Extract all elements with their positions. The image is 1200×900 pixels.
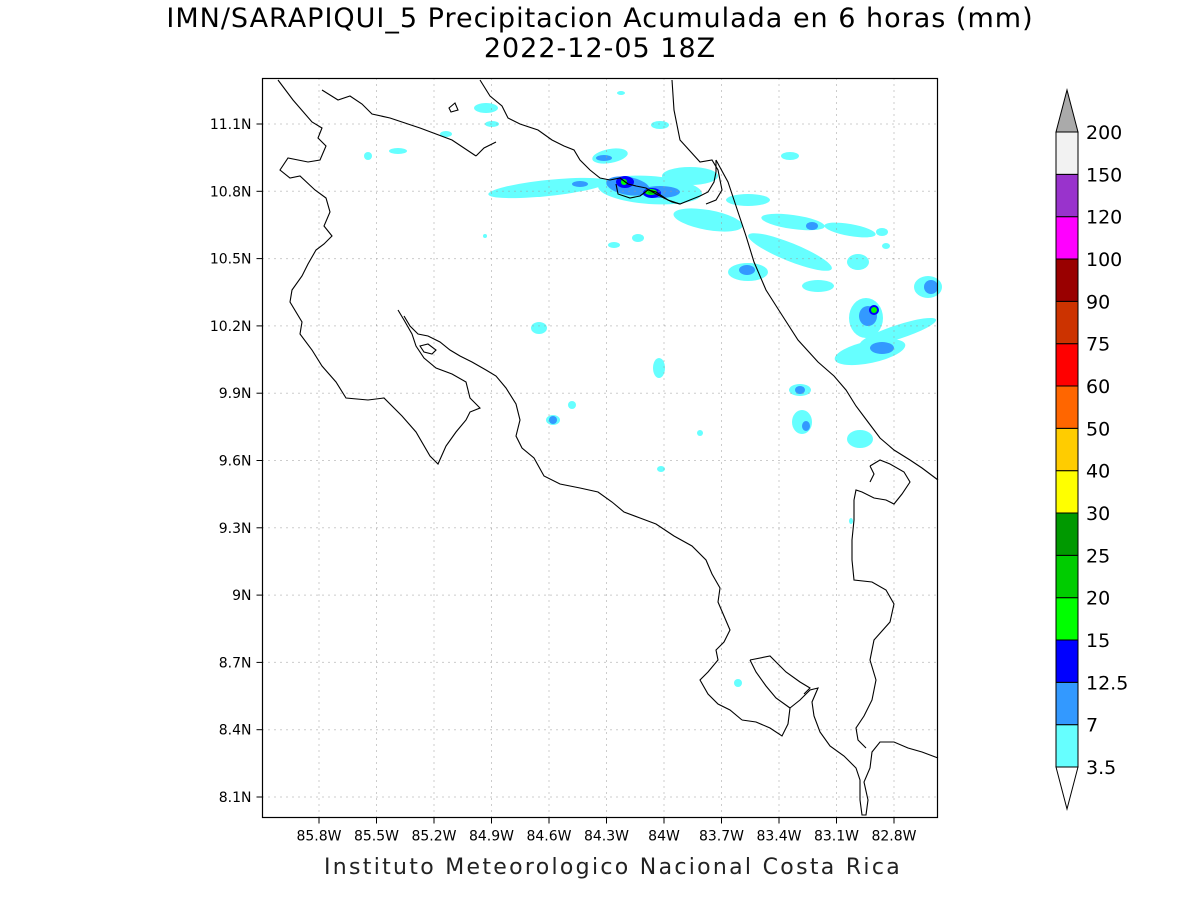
x-tick-label: 84.9W <box>469 829 514 845</box>
colorbar-over-triangle <box>1055 88 1079 133</box>
x-axis: 85.8W 85.5W 85.2W 84.9W 84.6W 84.3W 84W 83.7W 83… <box>296 817 917 845</box>
colorbar: 3.5 7 12.5 15 20 25 30 40 50 60 75 90 100 120 150 200 <box>1055 88 1128 811</box>
colorbar-box <box>1055 639 1079 683</box>
colorbar-label: 20 <box>1086 588 1110 610</box>
lake-border <box>615 183 681 205</box>
colorbar-label: 60 <box>1086 376 1110 398</box>
y-tick-label: 9.3N <box>219 521 252 537</box>
colorbar-label: 12.5 <box>1086 672 1128 694</box>
y-tick-label: 9N <box>232 588 251 604</box>
y-axis: 11.1N 10.8N 10.5N 10.2N 9.9N 9.6N 9.3N 9N 8.7N 8.… <box>210 117 263 806</box>
lake-nicaragua-shore <box>321 89 477 157</box>
x-tick-label: 84.6W <box>526 829 571 845</box>
footer-credit: Instituto Meteorologico Nacional Costa R… <box>323 855 903 880</box>
colorbar-label: 3.5 <box>1086 757 1116 779</box>
colorbar-box <box>1055 554 1079 599</box>
y-tick-label: 11.1N <box>210 117 252 133</box>
nicaragua-coast <box>671 79 723 205</box>
colorbar-box <box>1055 681 1079 726</box>
x-tick-label: 83.4W <box>756 829 801 845</box>
colorbar-label: 50 <box>1086 418 1110 440</box>
colorbar-label: 90 <box>1086 291 1110 313</box>
colorbar-label: 7 <box>1086 715 1098 737</box>
colorbar-box <box>1055 512 1079 556</box>
colorbar-box <box>1055 724 1079 768</box>
colorbar-label: 25 <box>1086 545 1110 567</box>
pacific-coast-north <box>277 79 481 465</box>
colorbar-box <box>1055 131 1079 175</box>
caribbean-coast <box>715 159 939 481</box>
x-tick-label: 83.1W <box>814 829 859 845</box>
chira-island <box>419 343 437 355</box>
osa-golfito-coast <box>741 687 939 816</box>
y-tick-label: 10.2N <box>210 319 252 335</box>
panama-border-top <box>869 465 875 483</box>
x-tick-label: 85.8W <box>296 829 341 845</box>
colorbar-box <box>1055 216 1079 260</box>
y-tick-label: 9.6N <box>219 454 252 470</box>
colorbar-label: 150 <box>1086 164 1122 186</box>
colorbar-label: 15 <box>1086 630 1110 652</box>
precip-3p5-areas <box>364 91 942 687</box>
golfo-dulce <box>749 655 811 695</box>
colorbar-box <box>1055 173 1079 218</box>
precip-shading <box>364 91 942 687</box>
colorbar-label: 200 <box>1086 122 1122 144</box>
map-date: 2022-12-05 18Z <box>483 33 717 64</box>
panama-border <box>851 459 911 749</box>
x-tick-label: 85.2W <box>411 829 456 845</box>
colorbar-box <box>1055 470 1079 514</box>
lake-shore-end <box>475 141 497 157</box>
map-frame <box>261 77 939 819</box>
colorbar-box <box>1055 300 1079 345</box>
colorbar-label: 30 <box>1086 503 1110 525</box>
colorbar-box <box>1055 385 1079 429</box>
colorbar-label: 75 <box>1086 334 1110 356</box>
lake-island <box>448 102 459 113</box>
y-tick-label: 8.4N <box>219 723 252 739</box>
x-tick-label: 82.8W <box>871 829 916 845</box>
y-tick-label: 8.7N <box>219 655 252 671</box>
colorbar-box <box>1055 427 1079 472</box>
x-tick-label: 83.7W <box>699 829 744 845</box>
colorbar-box <box>1055 258 1079 302</box>
colorbar-label: 40 <box>1086 461 1110 483</box>
y-tick-label: 10.5N <box>210 252 252 268</box>
colorbar-label: 120 <box>1086 207 1122 229</box>
colorbar-under-triangle <box>1055 766 1079 811</box>
pacific-coast-south <box>403 315 743 721</box>
golfo-dulce-inner <box>749 659 791 709</box>
coastlines <box>277 79 939 816</box>
y-tick-label: 9.9N <box>219 386 252 402</box>
colorbar-label: 100 <box>1086 249 1122 271</box>
map-title: IMN/SARAPIQUI_5 Precipitacion Acumulada … <box>166 3 1034 34</box>
x-tick-label: 84.3W <box>584 829 629 845</box>
x-tick-label: 84W <box>648 829 680 845</box>
nicaragua-border <box>479 79 717 205</box>
colorbar-box <box>1055 597 1079 641</box>
x-tick-label: 85.5W <box>354 829 399 845</box>
y-tick-label: 8.1N <box>219 790 252 806</box>
y-tick-label: 10.8N <box>210 184 252 200</box>
colorbar-box <box>1055 343 1079 387</box>
